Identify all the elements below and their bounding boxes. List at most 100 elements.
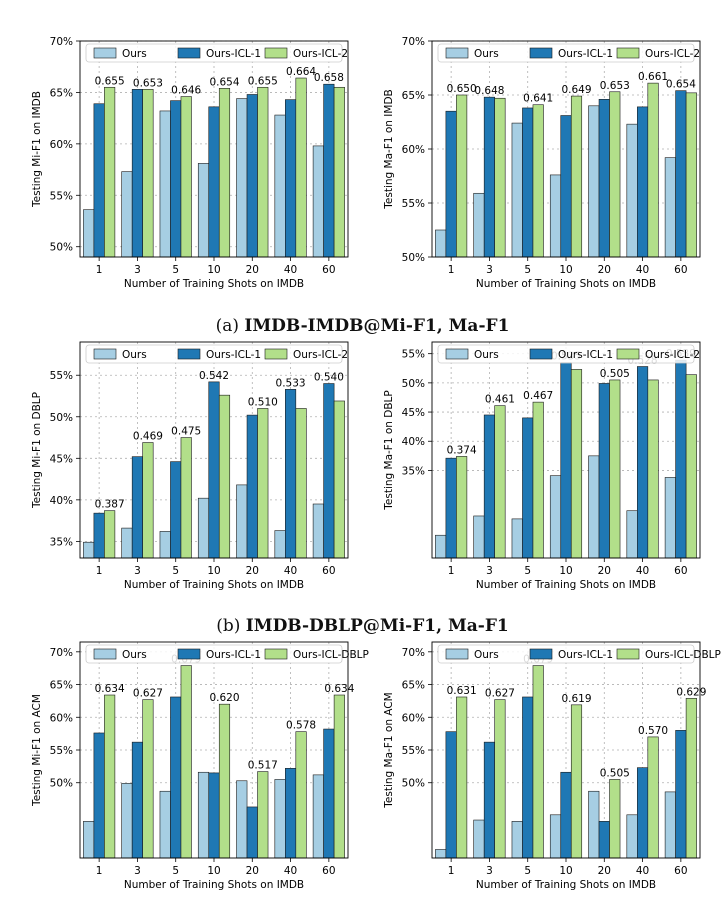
bar-ours-icl-1	[598, 383, 610, 559]
bar-ours-icl-1	[93, 732, 105, 859]
caption-b-label: (b)	[216, 616, 241, 636]
bar-ours	[159, 110, 171, 258]
y-axis-label: Testing Ma-F1 on ACM	[383, 692, 395, 808]
caption-a-text: IMDB-IMDB@Mi-F1, Ma-F1	[244, 316, 510, 336]
bar-ours-icl-2	[257, 408, 269, 559]
legend-swatch	[445, 648, 469, 660]
x-tick-label: 20	[246, 264, 259, 276]
bar-ours-icl-dblp	[570, 704, 583, 859]
bar-ours	[435, 229, 447, 258]
y-tick-label: 55%	[402, 198, 425, 210]
legend-label: Ours	[122, 349, 147, 361]
bar-ours-icl-dblp	[104, 694, 116, 859]
bar-ours	[236, 780, 248, 859]
bar-ours-icl-1	[675, 730, 687, 859]
bar-ours-icl-1	[637, 366, 649, 559]
x-tick-label: 1	[448, 565, 455, 577]
bar-ours-icl-2	[456, 94, 468, 258]
legend-label: Ours-ICL-1	[206, 649, 261, 661]
data-label: 0.475	[171, 426, 201, 438]
x-tick-label: 3	[134, 565, 141, 577]
bar-ours-icl-dblp	[142, 699, 154, 859]
data-label: 0.653	[133, 77, 163, 89]
bar-ours-icl-dblp	[180, 665, 192, 859]
legend-swatch	[93, 47, 117, 59]
data-label: 0.629	[676, 686, 706, 698]
legend-label: Ours	[122, 48, 147, 60]
bar-ours	[159, 790, 171, 859]
bar-ours-icl-dblp	[218, 703, 231, 859]
data-label: 0.467	[523, 390, 553, 402]
legend-label: Ours	[474, 349, 499, 361]
y-tick-label: 65%	[402, 680, 425, 692]
bar-ours-icl-1	[445, 110, 457, 258]
bar-ours-icl-2	[295, 408, 307, 559]
bar-ours-icl-1	[208, 381, 220, 559]
y-tick-label: 50%	[402, 252, 425, 264]
bar-ours	[312, 774, 324, 859]
bar-ours-icl-2	[609, 379, 621, 559]
bar-ours	[549, 174, 562, 258]
data-label: 0.658	[314, 72, 344, 84]
legend-swatch	[93, 348, 117, 360]
chart-imdb-mi-f1: 50% 55% 60% 65% 70% 1 3 5 10 20 40 60 0.655 0.653 0.64…	[10, 33, 362, 295]
y-tick-label: 35%	[50, 536, 73, 548]
bar-ours-icl-1	[208, 106, 220, 258]
data-label: 0.634	[324, 683, 354, 695]
bar-ours	[121, 783, 133, 859]
bar-ours-icl-2	[333, 86, 345, 258]
chart-dblp-mi-f1: 35% 40% 45% 50% 55% 1 3 5 10 20 40 60 0.387 0.469 0.47…	[10, 334, 362, 596]
bar-ours-icl-1	[598, 99, 610, 258]
bar-ours	[473, 192, 485, 258]
x-tick-label: 5	[524, 264, 531, 276]
legend-label: Ours-ICL-1	[206, 48, 261, 60]
data-label: 0.655	[248, 75, 278, 87]
x-tick-label: 60	[322, 565, 335, 577]
legend-label: Ours-ICL-2	[293, 48, 348, 60]
bar-ours-icl-2	[685, 374, 697, 559]
bar-ours	[511, 518, 523, 559]
caption-b: (b) IMDB-DBLP@Mi-F1, Ma-F1	[0, 616, 725, 636]
bar-ours-icl-2	[104, 510, 116, 559]
x-tick-label: 40	[636, 865, 649, 877]
x-tick-label: 60	[322, 264, 335, 276]
legend-swatch	[264, 47, 288, 59]
bar-ours-icl-2	[456, 456, 468, 559]
data-label: 0.627	[133, 688, 163, 700]
bar-ours-icl-dblp	[494, 699, 506, 859]
bar-ours-icl-2	[647, 82, 659, 258]
chart-imdb-ma-f1: 50% 55% 60% 65% 70% 1 3 5 10 20 40 60 0.650 0.648 0.64…	[362, 33, 714, 295]
bar-ours-icl-1	[170, 100, 182, 258]
plot-frame	[431, 341, 701, 559]
x-tick-label: 10	[559, 865, 572, 877]
x-axis-label: Number of Training Shots on IMDB	[124, 879, 304, 891]
y-tick-label: 45%	[50, 453, 73, 465]
bar-ours-icl-2	[494, 405, 506, 559]
bar-ours	[274, 779, 286, 859]
bar-ours	[159, 531, 171, 559]
bar-ours	[664, 157, 676, 258]
data-label: 0.570	[638, 725, 668, 737]
legend-swatch	[529, 648, 553, 660]
x-tick-label: 5	[172, 865, 179, 877]
bar-ours	[511, 821, 523, 859]
bar-ours-icl-1	[170, 461, 182, 559]
y-tick-label: 70%	[402, 647, 425, 659]
x-tick-label: 40	[636, 565, 649, 577]
bar-ours	[312, 503, 324, 559]
bar-ours	[549, 475, 562, 559]
bar-ours	[274, 114, 286, 258]
x-tick-label: 1	[448, 865, 455, 877]
y-tick-label: 55%	[50, 370, 73, 382]
bar-ours-icl-dblp	[333, 694, 345, 859]
bar-ours-icl-2	[647, 379, 659, 559]
data-label: 0.542	[199, 370, 229, 382]
y-tick-label: 65%	[50, 87, 73, 99]
data-label: 0.469	[133, 431, 163, 443]
bar-ours-icl-2	[218, 88, 231, 258]
bar-ours-icl-dblp	[257, 771, 269, 859]
y-axis-label: Testing Ma-F1 on DBLP	[383, 390, 395, 510]
x-tick-label: 60	[674, 264, 687, 276]
y-tick-label: 65%	[50, 680, 73, 692]
legend-label: Ours-ICL-2	[645, 349, 700, 361]
